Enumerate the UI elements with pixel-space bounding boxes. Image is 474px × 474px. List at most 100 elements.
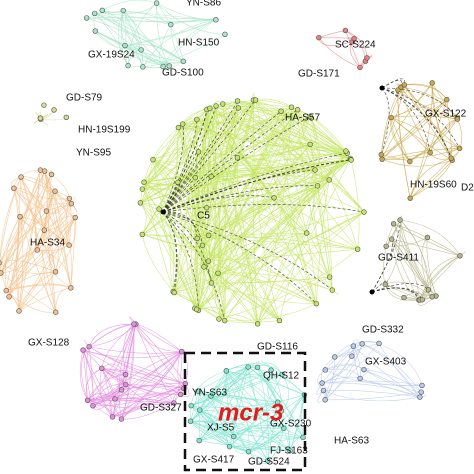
hub-edge (162, 105, 217, 213)
node (221, 317, 228, 324)
edge (142, 232, 307, 239)
hub-edge (381, 87, 452, 159)
hub-edge (162, 109, 208, 213)
node (205, 258, 212, 264)
edge (121, 324, 135, 420)
node (153, 0, 160, 6)
node (222, 31, 228, 37)
edge (82, 350, 113, 418)
edge (55, 217, 77, 273)
edge (43, 230, 56, 272)
edge (257, 211, 365, 325)
edge (156, 2, 184, 62)
edge (140, 109, 298, 204)
node (187, 418, 194, 424)
edge (88, 323, 134, 347)
node (307, 141, 313, 148)
edge (42, 170, 56, 193)
edge (143, 144, 311, 183)
node (376, 340, 382, 347)
edge (399, 219, 429, 290)
edge (229, 437, 304, 447)
edge (92, 383, 126, 406)
edge (198, 306, 225, 321)
edge (141, 234, 175, 293)
edge (193, 207, 207, 310)
node (99, 365, 105, 371)
edge (199, 401, 278, 441)
node-label: HA-S57 (285, 113, 320, 124)
node (188, 402, 194, 409)
edge (198, 232, 307, 311)
edge (18, 217, 76, 312)
node (326, 274, 333, 280)
edge (222, 103, 311, 117)
edge (92, 383, 186, 407)
node (68, 285, 74, 291)
edge (158, 169, 316, 210)
edge (206, 207, 280, 321)
edge (197, 238, 317, 304)
node-label: HA-S34 (30, 238, 65, 249)
node (171, 289, 177, 296)
node (72, 214, 78, 221)
node (234, 98, 241, 104)
node (303, 230, 310, 236)
node (278, 408, 285, 414)
edge (198, 145, 346, 153)
hub-edge (371, 238, 393, 293)
edge (397, 90, 411, 199)
node (294, 107, 301, 113)
node-label: QH-S12 (263, 371, 300, 382)
edge (391, 238, 420, 300)
node-label: GX-S128 (28, 338, 70, 349)
edge (152, 109, 207, 160)
edge (318, 37, 361, 68)
edge (350, 159, 360, 250)
edge (211, 276, 330, 284)
edge (410, 160, 453, 199)
edge (178, 127, 212, 283)
edge (208, 211, 365, 262)
edge (6, 284, 71, 291)
node (252, 97, 259, 103)
node (197, 407, 203, 413)
edge (257, 276, 330, 325)
edge (85, 368, 102, 401)
node (53, 309, 59, 315)
node (205, 232, 212, 239)
edge (202, 197, 275, 246)
edge (391, 115, 458, 120)
node (175, 124, 182, 131)
node (208, 393, 214, 399)
edge (237, 100, 365, 213)
edge (54, 191, 70, 246)
edge (310, 116, 352, 161)
edge (409, 118, 458, 162)
edge (0, 210, 47, 274)
edge (81, 346, 90, 401)
edge (199, 409, 249, 452)
edge (313, 169, 330, 278)
node (279, 371, 285, 378)
edge (162, 19, 217, 67)
node (168, 21, 174, 28)
edge (88, 323, 134, 347)
edge (195, 167, 316, 178)
edge (226, 370, 285, 429)
node (444, 96, 450, 103)
node-label: YN-S95 (76, 148, 111, 159)
edge (226, 370, 249, 452)
edge (363, 369, 422, 393)
edge (362, 343, 421, 398)
edge (409, 157, 452, 199)
node (194, 116, 200, 123)
node (140, 64, 146, 70)
edge (404, 84, 448, 100)
node (48, 171, 55, 178)
node (84, 397, 91, 404)
node (118, 387, 125, 393)
hub-edge (162, 107, 239, 213)
node (138, 47, 144, 53)
edge (125, 384, 175, 404)
